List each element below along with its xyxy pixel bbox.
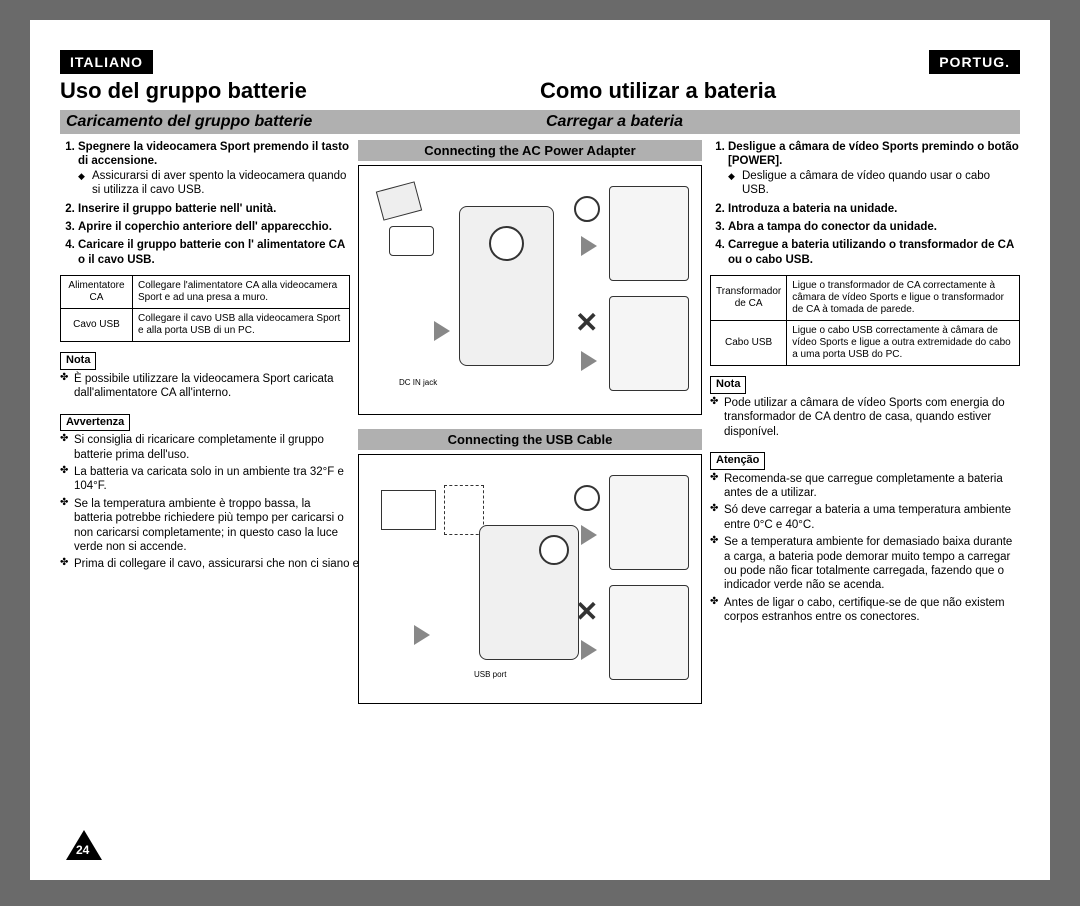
cell-ac-label-pt: Transformador de CA [711,276,787,321]
cell-usb-label-it: Cavo USB [61,309,133,342]
note-list-pt: Pode utilizar a câmara de vídeo Sports c… [710,396,1020,439]
warning-label-it: Avvertenza [60,414,130,432]
warning-list-it: Si consiglia di ricaricare completamente… [60,433,350,571]
table-row: Alimentatore CA Collegare l'alimentatore… [61,276,350,309]
subtitle-portuguese: Carregar a bateria [540,110,1020,134]
title-portuguese: Como utilizar a bateria [540,78,1020,104]
diagram-title-ac: Connecting the AC Power Adapter [358,140,702,161]
cell-ac-desc-pt: Ligue o transformador de CA correctament… [787,276,1020,321]
warning-item: Só deve carregar a bateria a uma tempera… [710,503,1020,532]
note-label-pt: Nota [710,376,746,394]
note-label-it: Nota [60,352,96,370]
diagram-ac-adapter: DC IN jack ✕ [358,165,702,415]
column-italian: Spegnere la videocamera Sport premendo i… [60,140,350,718]
warning-item: La batteria va caricata solo in un ambie… [60,465,350,494]
warning-list-pt: Recomenda-se que carregue completamente … [710,472,1020,625]
cell-usb-desc-it: Collegare il cavo USB alla videocamera S… [133,309,350,342]
step-1-text: Spegnere la videocamera Sport premendo i… [78,141,349,167]
title-row: Uso del gruppo batterie Como utilizar a … [60,78,1020,104]
warning-label-pt: Atenção [710,452,765,470]
warning-item: Recomenda-se que carregue completamente … [710,472,1020,501]
table-row: Cavo USB Collegare il cavo USB alla vide… [61,309,350,342]
step-1-sub-pt: Desligue a câmara de vídeo quando usar o… [728,169,1020,198]
connection-table-italian: Alimentatore CA Collegare l'alimentatore… [60,275,350,342]
note-item: Pode utilizar a câmara de vídeo Sports c… [710,396,1020,439]
column-diagrams: Connecting the AC Power Adapter DC IN ja… [350,140,710,718]
note-list-it: È possibile utilizzare la videocamera Sp… [60,372,350,401]
table-row: Cabo USB Ligue o cabo USB correctamente … [711,321,1020,366]
step-1-sub: Assicurarsi di aver spento la videocamer… [78,169,350,198]
step-2-it: Inserire il gruppo batterie nell' unità. [78,202,350,216]
cell-ac-desc-it: Collegare l'alimentatore CA alla videoca… [133,276,350,309]
warning-item: Si consiglia di ricaricare completamente… [60,433,350,462]
usb-port-label: USB port [474,670,506,679]
diagram-usb-cable: USB port ✕ [358,454,702,704]
warning-item: Se a temperatura ambiente for demasiado … [710,535,1020,593]
subtitle-italian: Caricamento del gruppo batterie [60,110,540,134]
dc-jack-label: DC IN jack [399,378,437,387]
language-tabs: ITALIANO PORTUG. [60,50,1020,74]
manual-page: ITALIANO PORTUG. Uso del gruppo batterie… [30,20,1050,880]
warning-item: Se la temperatura ambiente è troppo bass… [60,497,350,555]
lang-tab-italian: ITALIANO [60,50,153,74]
cell-usb-desc-pt: Ligue o cabo USB correctamente à câmara … [787,321,1020,366]
note-item: È possibile utilizzare la videocamera Sp… [60,372,350,401]
page-number: 24 [76,843,89,857]
cell-ac-label-it: Alimentatore CA [61,276,133,309]
connection-table-portuguese: Transformador de CA Ligue o transformado… [710,275,1020,366]
cell-usb-label-pt: Cabo USB [711,321,787,366]
step-1-pt: Desligue a câmara de vídeo Sports premin… [728,140,1020,198]
step-3-pt: Abra a tampa do conector da unidade. [728,220,1020,234]
warning-item: Antes de ligar o cabo, certifique-se de … [710,596,1020,625]
steps-portuguese: Desligue a câmara de vídeo Sports premin… [710,140,1020,267]
content-row: Spegnere la videocamera Sport premendo i… [60,140,1020,718]
table-row: Transformador de CA Ligue o transformado… [711,276,1020,321]
step-1-it: Spegnere la videocamera Sport premendo i… [78,140,350,198]
subtitle-row: Caricamento del gruppo batterie Carregar… [60,110,1020,134]
diagram-title-usb: Connecting the USB Cable [358,429,702,450]
step-3-it: Aprire il coperchio anteriore dell' appa… [78,220,350,234]
step-2-pt: Introduza a bateria na unidade. [728,202,1020,216]
steps-italian: Spegnere la videocamera Sport premendo i… [60,140,350,267]
step-4-it: Caricare il gruppo batterie con l' alime… [78,238,350,267]
lang-tab-portuguese: PORTUG. [929,50,1020,74]
step-1-text-pt: Desligue a câmara de vídeo Sports premin… [728,141,1019,167]
step-4-pt: Carregue a bateria utilizando o transfor… [728,238,1020,267]
column-portuguese: Desligue a câmara de vídeo Sports premin… [710,140,1020,718]
title-italian: Uso del gruppo batterie [60,78,540,104]
